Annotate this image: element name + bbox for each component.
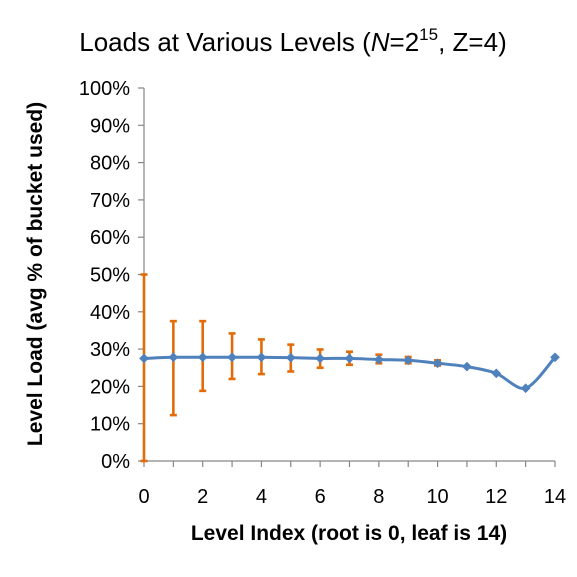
data-point-marker <box>403 355 414 366</box>
x-tick-label: 12 <box>485 486 507 508</box>
data-point-marker <box>344 353 355 364</box>
x-tick-label: 4 <box>256 486 267 508</box>
y-tick-label: 40% <box>90 302 130 324</box>
y-tick-label: 10% <box>90 414 130 436</box>
y-tick-label: 50% <box>90 265 130 287</box>
x-tick-labels: 0 2 4 6 8 10 12 14 <box>138 486 566 508</box>
error-bar <box>140 273 148 463</box>
data-point-marker <box>461 361 472 372</box>
x-tick-label: 0 <box>138 486 149 508</box>
x-tick-label: 2 <box>197 486 208 508</box>
y-tick-label: 20% <box>90 376 130 398</box>
data-point-marker <box>520 383 531 394</box>
y-tick-label: 0% <box>101 451 130 473</box>
axes <box>138 87 556 467</box>
data-point-marker <box>168 352 179 363</box>
title-n-var: N <box>371 27 390 57</box>
data-point-marker <box>491 368 502 379</box>
data-point-marker <box>197 352 208 363</box>
error-bars <box>140 273 442 463</box>
data-point-marker <box>550 352 560 363</box>
y-axis-title: Level Load (avg % of bucket used) <box>24 102 47 446</box>
data-point-marker <box>227 352 238 363</box>
x-tick-label: 10 <box>426 486 448 508</box>
chart-title: Loads at Various Levels (N=215, Z=4) <box>79 25 506 57</box>
title-rest: , Z=4) <box>438 27 507 57</box>
y-tick-label: 60% <box>90 227 130 249</box>
x-axis-title: Level Index (root is 0, leaf is 14) <box>191 522 507 545</box>
data-point-marker <box>315 353 326 364</box>
x-tick-label: 8 <box>373 486 384 508</box>
y-tick-label: 80% <box>90 153 130 175</box>
y-tick-labels: 0% 10% 20% 30% 40% 50% 60% 70% 80% 90% 100% <box>79 78 130 473</box>
series-markers <box>139 352 560 394</box>
data-point-marker <box>256 352 267 363</box>
data-point-marker <box>139 353 149 364</box>
title-exponent: 15 <box>419 25 438 44</box>
title-eq-base: =2 <box>390 27 420 57</box>
y-tick-label: 90% <box>90 115 130 137</box>
x-tick-label: 6 <box>315 486 326 508</box>
error-bar <box>169 319 177 417</box>
title-main: Loads at Various Levels ( <box>79 27 371 57</box>
y-tick-label: 100% <box>79 78 130 100</box>
y-tick-label: 70% <box>90 190 130 212</box>
data-point-marker <box>373 354 384 365</box>
data-point-marker <box>285 352 296 363</box>
x-tick-label: 14 <box>544 486 566 508</box>
y-tick-label: 30% <box>90 339 130 361</box>
data-point-marker <box>432 358 443 369</box>
